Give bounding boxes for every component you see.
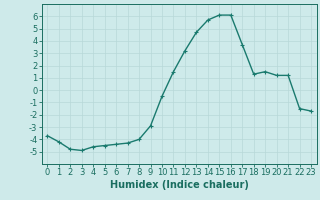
X-axis label: Humidex (Indice chaleur): Humidex (Indice chaleur)	[110, 180, 249, 190]
